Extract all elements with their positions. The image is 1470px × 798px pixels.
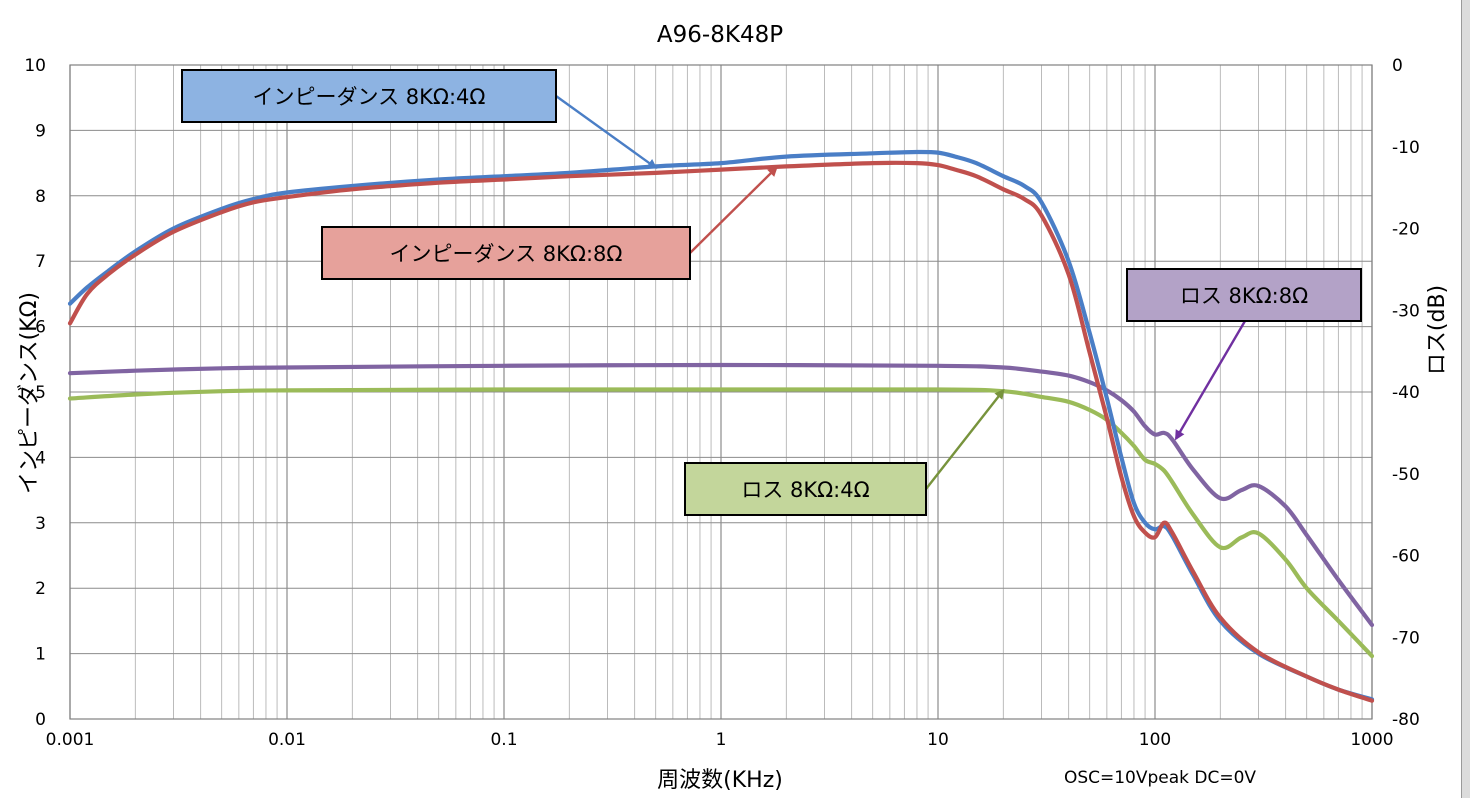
- callout-label-imp8: インピーダンス 8KΩ:8Ω: [390, 242, 623, 266]
- x-axis-label: 周波数(KHz): [657, 768, 783, 793]
- labels: A96-8K48P 周波数(KHz) OSC=10Vpeak DC=0V インピ…: [17, 22, 1450, 793]
- window-edge: [1461, 0, 1470, 798]
- callout-arrow-imp8: [689, 166, 778, 254]
- callout-box-loss4: [684, 462, 927, 516]
- series-lines: [67, 149, 1375, 703]
- y-tick-label: 2: [35, 579, 46, 599]
- y2-axis-label: ロス(dB): [1425, 285, 1450, 375]
- x-tick-label: 100: [1139, 730, 1171, 750]
- y2-tick-label: -80: [1392, 710, 1420, 730]
- y2-tick-label: -20: [1392, 220, 1420, 240]
- series-line-2: [67, 160, 1375, 703]
- y2-tick-label: 0: [1392, 56, 1403, 76]
- y2-tick-label: -10: [1392, 138, 1420, 158]
- y2-tick-label: -70: [1392, 628, 1420, 648]
- y-tick-label: 0: [35, 710, 46, 730]
- x-tick-label: 0.01: [268, 730, 306, 750]
- y-tick-label: 4: [35, 448, 46, 468]
- callout-box-loss8: [1126, 268, 1362, 322]
- callout-label-loss8: ロス 8KΩ:8Ω: [1180, 284, 1308, 308]
- callout-label-imp4: インピーダンス 8KΩ:4Ω: [253, 85, 486, 109]
- x-tick-label: 0.1: [490, 730, 517, 750]
- callout-arrow-loss8: [1174, 320, 1247, 441]
- callout-arrow-loss4: [925, 388, 1005, 490]
- y2-tick-label: -40: [1392, 383, 1420, 403]
- y-tick-label: 9: [35, 121, 46, 141]
- y-tick-label: 6: [35, 318, 46, 338]
- y2-tick-label: -30: [1392, 301, 1420, 321]
- y2-tick-label: -60: [1392, 547, 1420, 567]
- y2-tick-label: -50: [1392, 465, 1420, 485]
- chart-title: A96-8K48P: [657, 22, 783, 48]
- y-tick-label: 3: [35, 514, 46, 534]
- series-line-3: [67, 362, 1375, 628]
- callout-box-imp4: [181, 69, 557, 123]
- callout-arrow-imp4: [555, 95, 658, 169]
- x-tick-label: 1: [716, 730, 727, 750]
- y-tick-label: 5: [35, 383, 46, 403]
- measurement-note: OSC=10Vpeak DC=0V: [1064, 768, 1256, 788]
- callouts: インピーダンス 8KΩ:4Ω インピーダンス 8KΩ:8Ω ロス 8KΩ:8Ω ロス …: [181, 69, 1362, 516]
- plot-area-border: [69, 64, 1373, 720]
- y-tick-label: 8: [35, 187, 46, 207]
- x-tick-label: 10: [927, 730, 949, 750]
- y-tick-label: 10: [24, 56, 46, 76]
- callout-box-imp8: [321, 226, 691, 280]
- y-tick-label: 1: [35, 645, 46, 665]
- x-tick-label: 0.001: [46, 730, 95, 750]
- callout-label-loss4: ロス 8KΩ:4Ω: [741, 478, 869, 502]
- y-axis-label: インピーダンス(KΩ): [17, 292, 42, 494]
- x-tick-label: 1000: [1350, 730, 1393, 750]
- y-tick-label: 7: [35, 252, 46, 272]
